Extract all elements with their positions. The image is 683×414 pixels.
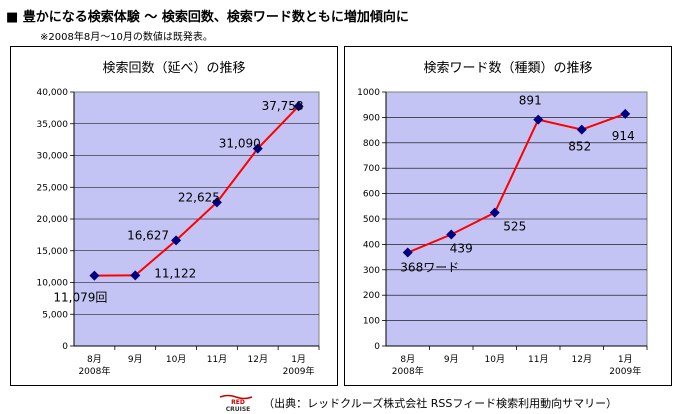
x-tick-label: 8月 bbox=[400, 354, 415, 365]
data-label: 368ワード bbox=[400, 261, 459, 275]
search-word-chart: 検索ワード数（種類）の推移 0 100 200 300 400 500 600 700 800 90… bbox=[344, 46, 672, 386]
source-text: （出典：レッドクルーズ株式会社 RSSフィード検索利用動向サマリー） bbox=[263, 396, 618, 410]
x-tick-label: 11月 bbox=[207, 354, 227, 365]
y-tick-label: 700 bbox=[363, 164, 380, 174]
data-label: 439 bbox=[450, 241, 473, 255]
series-line bbox=[407, 112, 626, 254]
y-tick-label: 400 bbox=[363, 240, 380, 250]
x-tick-label: 10月 bbox=[166, 354, 186, 365]
y-tick-label: 5,000 bbox=[42, 310, 68, 320]
data-note: ※2008年8月～10月の数値は既発表。 bbox=[40, 32, 213, 43]
y-tick-label: 25,000 bbox=[37, 183, 69, 193]
x-year-label: 2009年 bbox=[283, 365, 315, 377]
data-label: 31,090 bbox=[219, 137, 261, 151]
y-tick-label: 15,000 bbox=[37, 247, 69, 257]
data-point-marker bbox=[171, 235, 182, 246]
data-label: 852 bbox=[568, 140, 591, 154]
data-label: 22,625 bbox=[178, 190, 220, 204]
search-count-chart-svg: 検索回数（延べ）の推移 0 5,000 10,000 15,000 20,000 25,00… bbox=[37, 61, 320, 377]
data-label: 914 bbox=[612, 129, 635, 143]
data-point-marker bbox=[533, 114, 544, 125]
y-tick-label: 1000 bbox=[357, 88, 380, 98]
svg-text:CRUISE: CRUISE bbox=[226, 406, 251, 412]
data-label: 891 bbox=[519, 94, 542, 108]
search-word-chart-svg: 検索ワード数（種類）の推移 0 100 200 300 400 500 600 700 800 90… bbox=[357, 60, 648, 377]
data-label: 11,122 bbox=[154, 266, 196, 280]
data-point-marker bbox=[620, 108, 631, 119]
y-tick-label: 600 bbox=[363, 190, 380, 200]
y-tick-label: 800 bbox=[363, 139, 380, 149]
series-line bbox=[94, 105, 300, 277]
y-tick-label: 0 bbox=[62, 342, 68, 352]
y-tick-label: 100 bbox=[363, 317, 380, 327]
data-label: 11,079回 bbox=[53, 291, 107, 305]
data-point-marker bbox=[489, 207, 500, 218]
y-tick-label: 300 bbox=[363, 266, 380, 276]
y-tick-label: 200 bbox=[363, 291, 380, 301]
data-point-marker bbox=[446, 229, 457, 240]
x-tick-label: 9月 bbox=[128, 354, 143, 365]
data-label: 37,758 bbox=[262, 99, 304, 113]
data-point-marker bbox=[211, 197, 222, 208]
y-tick-label: 0 bbox=[374, 342, 380, 352]
red-cruise-logo: RED CRUISE bbox=[219, 394, 253, 412]
y-tick-label: 20,000 bbox=[37, 215, 69, 225]
data-point-marker bbox=[252, 143, 263, 154]
data-point-marker bbox=[402, 247, 413, 258]
y-tick-label: 900 bbox=[363, 113, 380, 123]
data-point-marker bbox=[130, 270, 141, 281]
x-year-label: 2008年 bbox=[78, 365, 110, 377]
data-point-marker bbox=[293, 101, 304, 112]
x-tick-label: 1月 bbox=[618, 354, 633, 365]
y-tick-label: 10,000 bbox=[37, 279, 69, 289]
x-tick-label: 10月 bbox=[485, 354, 505, 365]
data-point-marker bbox=[89, 270, 100, 281]
x-tick-label: 11月 bbox=[528, 354, 548, 365]
y-tick-label: 35,000 bbox=[37, 120, 69, 130]
x-year-label: 2008年 bbox=[392, 365, 424, 377]
y-tick-label: 40,000 bbox=[37, 88, 69, 98]
y-tick-label: 30,000 bbox=[37, 152, 69, 162]
data-label: 525 bbox=[503, 220, 526, 234]
y-tick-label: 500 bbox=[363, 215, 380, 225]
search-count-chart: 検索回数（延べ）の推移 0 5,000 10,000 15,000 20,000 25,00… bbox=[10, 46, 338, 386]
page-title: ■ 豊かになる検索体験 ～ 検索回数、検索ワード数ともに増加傾向に bbox=[6, 10, 409, 25]
chart-title: 検索回数（延べ）の推移 bbox=[102, 61, 245, 76]
x-tick-label: 8月 bbox=[87, 354, 102, 365]
x-tick-label: 9月 bbox=[444, 354, 459, 365]
x-tick-label: 12月 bbox=[248, 354, 268, 365]
chart-title: 検索ワード数（種類）の推移 bbox=[423, 60, 592, 76]
x-tick-label: 12月 bbox=[572, 354, 592, 365]
x-year-label: 2009年 bbox=[609, 365, 641, 377]
x-tick-label: 1月 bbox=[291, 354, 306, 365]
source-footer: RED CRUISE （出典：レッドクルーズ株式会社 RSSフィード検索利用動向… bbox=[218, 392, 617, 412]
data-point-marker bbox=[576, 124, 587, 135]
data-label: 16,627 bbox=[127, 228, 169, 242]
svg-text:RED: RED bbox=[231, 399, 245, 406]
